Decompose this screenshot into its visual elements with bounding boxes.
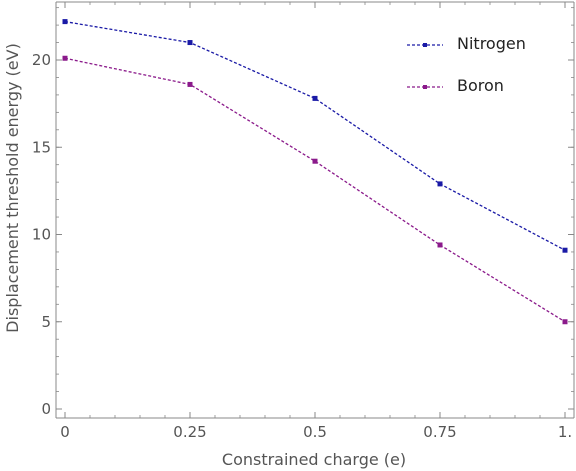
legend-marker-boron [423,85,427,89]
y-tick-label: 5 [41,313,51,331]
x-tick-label: 0.5 [303,423,327,441]
data-point-nitrogen [312,95,318,101]
legend-label-nitrogen: Nitrogen [457,34,526,53]
y-axis-title: Displacement threshold energy (eV) [3,43,22,333]
legend-label-boron: Boron [457,76,504,95]
y-tick-label: 15 [32,138,51,156]
x-tick-label: 0 [60,423,70,441]
data-point-boron [312,158,318,164]
x-axis-ticks: 0 0.25 0.5 0.75 1. [60,2,572,441]
data-point-boron [437,242,443,248]
series-layer [62,19,568,325]
series-line-nitrogen [64,20,566,251]
legend-marker-nitrogen [423,43,427,47]
data-point-nitrogen [187,40,193,46]
data-point-nitrogen [562,247,568,253]
data-point-boron [62,55,68,61]
plot-frame [55,1,575,419]
data-point-nitrogen [62,19,68,25]
y-axis-ticks: 0 5 10 15 20 [32,7,574,418]
data-point-boron [187,81,193,87]
data-point-boron [562,319,568,325]
x-tick-label: 0.75 [423,423,456,441]
series-line-boron [64,57,566,323]
y-tick-label: 20 [32,51,51,69]
data-point-nitrogen [437,181,443,187]
y-tick-label: 10 [32,226,51,244]
x-tick-label: 1. [558,423,572,441]
x-axis-title: Constrained charge (e) [222,450,406,469]
legend: Nitrogen Boron [407,34,526,95]
x-tick-label: 0.25 [173,423,206,441]
y-tick-label: 0 [41,400,51,418]
